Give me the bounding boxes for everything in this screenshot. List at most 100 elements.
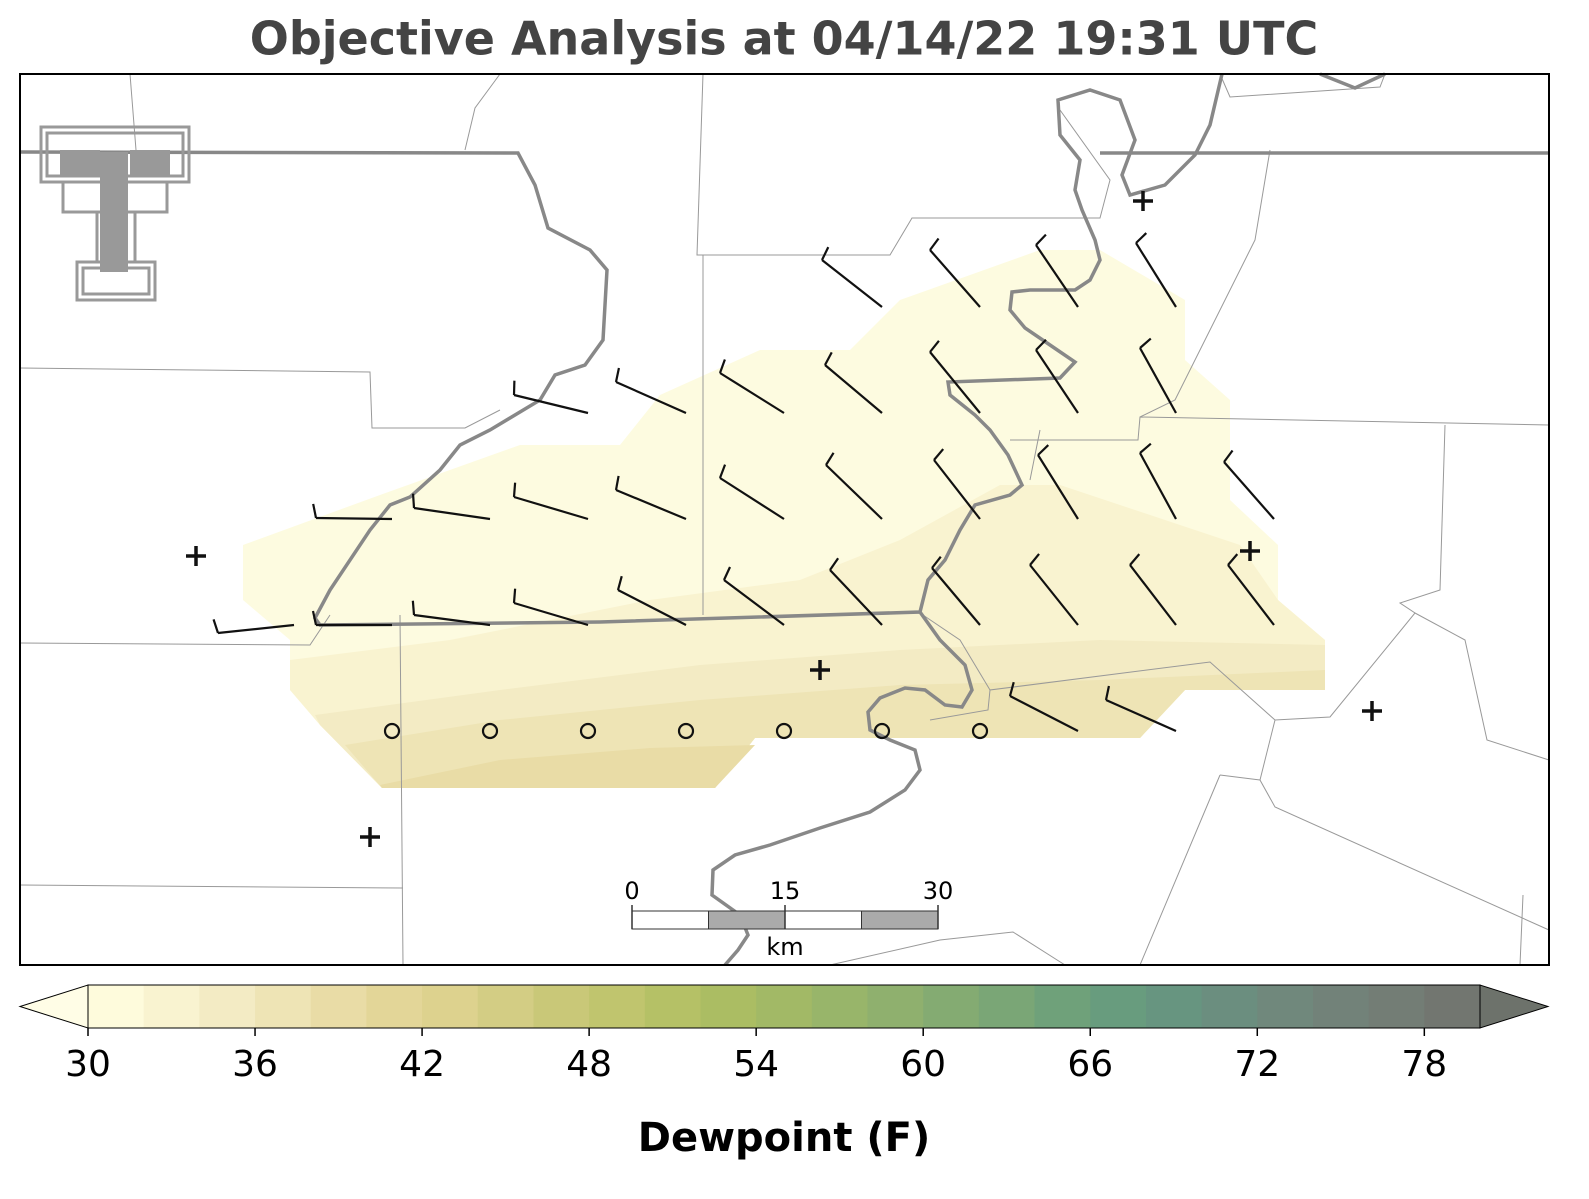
state-and-river-lines [19, 72, 1549, 967]
barb-flag [1104, 685, 1111, 701]
barb-flag [1037, 444, 1050, 456]
colorbar-segment [366, 985, 423, 1028]
colorbar-tick-label: 60 [900, 1044, 946, 1085]
barb-staff [315, 516, 393, 521]
colorbar-segment [589, 985, 646, 1028]
barb-staff [719, 372, 785, 414]
barb-staff [513, 601, 589, 627]
barb-staff [1223, 461, 1275, 520]
barb-staff [413, 613, 491, 627]
colorbar-segment [1312, 985, 1370, 1028]
scale-segment [784, 910, 862, 930]
colorbar-segment [756, 985, 813, 1028]
scale-unit: km [766, 933, 803, 961]
barb-staff [513, 495, 589, 521]
colorbar-tick-label: 30 [65, 1044, 111, 1085]
barb-flag [512, 588, 517, 604]
map-frame [19, 73, 1550, 966]
barb-staff [931, 567, 981, 626]
barb-staff [617, 589, 687, 626]
map: 0 15 30 km [19, 72, 1550, 967]
colorbar-tick-label: 66 [1067, 1044, 1113, 1085]
colorbar-segment [1368, 985, 1425, 1028]
barb-staff [723, 579, 785, 626]
barb-staff [1009, 695, 1079, 732]
station-calm [383, 722, 989, 740]
contour-fill [380, 745, 755, 788]
barb-flag [929, 237, 940, 251]
barb-staff [929, 249, 981, 308]
barb-flag [824, 351, 833, 366]
barb-staff [615, 380, 687, 415]
barb-staff [1035, 244, 1079, 308]
colorbar-segment [143, 985, 200, 1028]
colorbar-tick-label: 42 [399, 1044, 445, 1085]
barb-staff [1139, 347, 1177, 414]
barb-staff [1105, 698, 1177, 733]
colorbar-extend-under [18, 984, 89, 1029]
barb-flag [1029, 553, 1040, 566]
barb-flag [1139, 442, 1152, 454]
barb-flag [512, 482, 517, 498]
barb-staff [1139, 452, 1177, 520]
colorbar-segment [422, 985, 479, 1028]
barb-flag [825, 452, 835, 466]
barb-staff [615, 488, 687, 521]
colorbar-segment [923, 985, 980, 1028]
colorbar-segment [1090, 985, 1147, 1028]
barb-staff [824, 364, 883, 414]
barb-flag [1008, 681, 1015, 697]
barb-flag [718, 464, 727, 479]
barb-flag [411, 600, 416, 616]
barb-flag [1035, 233, 1047, 246]
colorbar-tick-label: 72 [1234, 1044, 1280, 1085]
barb-staff [413, 506, 491, 521]
colorbar-segment [1424, 985, 1481, 1028]
barb-flag [929, 340, 940, 353]
colorbar: 30 36 42 48 54 60 66 72 78 [18, 984, 1550, 1085]
barb-staff [929, 351, 981, 414]
barb-flag [311, 610, 318, 626]
colorbar-segment [700, 985, 757, 1028]
colorbar-segment [644, 985, 701, 1028]
barb-staff [1135, 242, 1177, 308]
colorbar-segment [1257, 985, 1314, 1028]
barb-flag [616, 575, 623, 591]
barb-flag [614, 475, 620, 491]
scale-tick-label: 15 [770, 877, 801, 905]
barb-staff [1227, 564, 1275, 626]
barb-flag [212, 619, 220, 634]
barb-staff [1129, 564, 1177, 626]
barb-flag [1227, 553, 1239, 566]
colorbar-segment [978, 985, 1036, 1028]
barb-flag [1035, 338, 1047, 351]
barb-flag [614, 367, 621, 383]
colorbar-tick-label: 54 [733, 1044, 779, 1085]
county-lines [19, 73, 1550, 966]
colorbar-segment [1145, 985, 1203, 1028]
barb-flag [312, 503, 318, 519]
scale-tick-label: 0 [624, 877, 639, 905]
colorbar-segment [1034, 985, 1091, 1028]
colorbar-segment [477, 985, 534, 1028]
barb-flag [821, 246, 830, 261]
barb-flag [1135, 232, 1148, 244]
barb-flag [1223, 449, 1234, 463]
barb-flag [933, 448, 945, 461]
colorbar-tick-label: 36 [232, 1044, 278, 1085]
scale-segment [861, 910, 939, 930]
barb-staff [1029, 564, 1079, 626]
colorbar-segment [1201, 985, 1258, 1028]
colorbar-extend-over [1479, 984, 1550, 1029]
barb-staff [821, 259, 883, 308]
colorbar-segment [255, 985, 312, 1028]
logo [39, 125, 191, 302]
barb-staff [719, 477, 785, 520]
barb-flag [718, 359, 726, 374]
colorbar-frame [87, 984, 1481, 1029]
barb-staff [933, 459, 981, 520]
barb-flag [1139, 337, 1152, 349]
wind-barbs [212, 232, 1275, 733]
colorbar-segment [310, 985, 367, 1028]
